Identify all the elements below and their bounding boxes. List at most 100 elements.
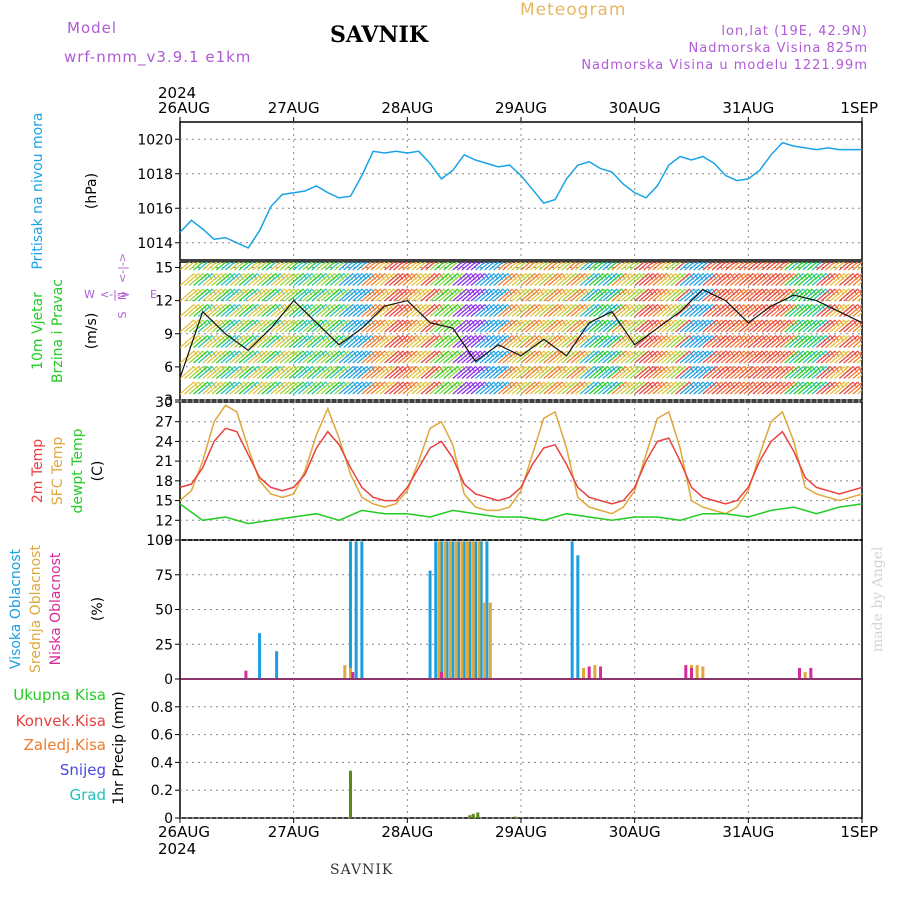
wind-barb: [602, 319, 618, 333]
wind-barb: [552, 262, 564, 271]
wind-barb: [820, 335, 836, 348]
wind-barb: [397, 335, 413, 348]
wind-barb: [652, 335, 668, 348]
wind-barb: [688, 319, 704, 333]
wind-barb: [661, 273, 677, 286]
wind-barb: [770, 381, 786, 395]
wind-barb: [857, 358, 862, 364]
wind-barb: [857, 342, 862, 348]
wind-barb: [229, 350, 245, 364]
precip-legend-item: Snijeg: [60, 761, 106, 779]
cloud-bar: [701, 666, 705, 678]
wind-barb: [638, 350, 654, 364]
wind-barb: [193, 366, 209, 379]
wind-barb: [852, 292, 862, 302]
wind-barb: [629, 350, 645, 364]
wind-barb: [847, 335, 862, 348]
wind-barb: [184, 335, 199, 348]
wind-barb: [215, 350, 231, 364]
wind-barb: [602, 381, 618, 395]
wind-barb: [775, 273, 791, 286]
wind-barb: [184, 381, 199, 395]
wind-barb: [261, 288, 277, 302]
wind-barb: [366, 262, 377, 271]
wind-barb: [511, 319, 527, 333]
wind-barb: [493, 381, 509, 395]
wind-barb: [525, 288, 540, 302]
wind-barb: [625, 304, 640, 317]
wind-barb: [857, 280, 862, 286]
wind-barb: [256, 350, 272, 364]
wind-barb: [693, 366, 709, 379]
wind-barb: [325, 366, 340, 379]
wind-barb: [397, 304, 413, 317]
wind-barb: [484, 262, 495, 271]
wind-barb: [525, 304, 540, 317]
y-tick-label: 12: [155, 513, 173, 529]
wind-barb: [252, 350, 268, 364]
wind-barb: [556, 335, 572, 348]
wind-barb: [702, 288, 718, 302]
wind-barb: [611, 366, 627, 379]
wind-barb: [543, 262, 554, 271]
wind-barb: [297, 350, 313, 364]
wind-barb: [379, 319, 395, 333]
wind-barb: [752, 335, 768, 348]
wind-barb: [584, 288, 600, 302]
wind-barb: [679, 335, 695, 348]
wind-barb: [629, 381, 645, 395]
wind-barb: [429, 381, 445, 395]
wind-barb: [479, 288, 495, 302]
wind-barb: [238, 366, 254, 379]
wind-barb: [225, 319, 240, 333]
wind-barb: [325, 304, 340, 317]
wind-barb: [443, 288, 459, 302]
wind-barb: [838, 288, 854, 302]
wind-barb: [597, 262, 609, 271]
wind-barb: [366, 273, 381, 286]
wind-barb-flag: [871, 320, 875, 326]
wind-barb: [288, 304, 304, 317]
panel-frame: [179, 261, 863, 401]
wind-barb: [288, 350, 304, 364]
wind-barb: [252, 288, 268, 302]
wind-barb: [406, 273, 422, 286]
wind-barb: [488, 304, 504, 317]
wind-barb: [375, 335, 390, 348]
wind-barb: [434, 366, 450, 379]
wind-barb: [434, 288, 450, 302]
wind-barb: [743, 319, 759, 333]
wind-barb: [702, 304, 718, 317]
wind-barb: [797, 366, 813, 379]
wind-barb: [697, 319, 713, 333]
wind-barb: [788, 304, 804, 317]
wind-barb: [766, 350, 781, 364]
wind-barb: [606, 262, 618, 271]
wind-barb: [316, 335, 331, 348]
wind-barb: [202, 319, 218, 333]
meteogram-label: Meteogram: [520, 0, 627, 20]
wind-barb: [788, 350, 804, 364]
wind-barb: [729, 273, 745, 286]
wind-barb: [247, 319, 263, 333]
wind-barb: [775, 366, 791, 379]
wind-barb: [584, 335, 600, 348]
wind-barb: [320, 262, 332, 271]
y-tick-label: 1018: [137, 167, 173, 183]
wind-barb: [293, 262, 304, 271]
y-tick-label: 9: [164, 327, 173, 343]
wind-barb: [456, 262, 468, 271]
wind-barb: [234, 262, 245, 271]
wind-barb: [784, 304, 800, 317]
temp-unit-label: (C): [90, 461, 106, 482]
wind-barb: [702, 350, 718, 364]
wind-barb: [529, 366, 545, 379]
wind-barb: [325, 273, 340, 286]
wind-barb: [256, 366, 272, 379]
wind-barb: [670, 273, 686, 286]
wind-barb: [838, 304, 854, 317]
wind-barb: [375, 350, 390, 364]
wind-barb: [397, 288, 413, 302]
wind-barb: [547, 304, 563, 317]
wind-barb: [502, 304, 518, 317]
